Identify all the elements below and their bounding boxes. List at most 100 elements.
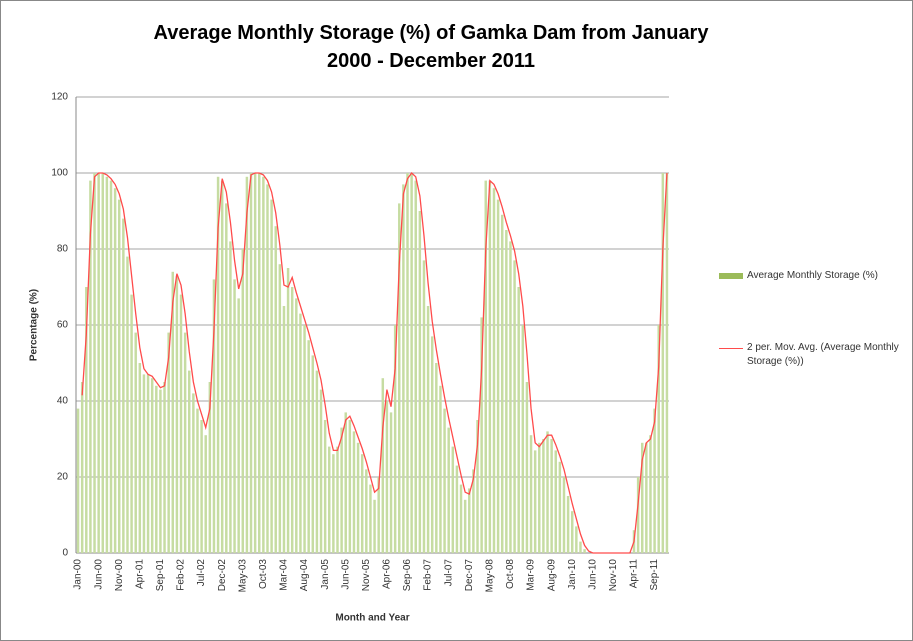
x-tick-label: May-08 [485, 559, 496, 593]
bar [426, 306, 430, 553]
bar [657, 325, 660, 553]
bar [570, 511, 574, 553]
bar [188, 370, 191, 553]
x-tick-label: Jan-10 [567, 559, 578, 590]
bar [418, 211, 422, 553]
x-tick-label: Nov-00 [114, 559, 125, 592]
bar [398, 203, 401, 553]
bar [130, 294, 133, 553]
bar [196, 408, 199, 553]
bar [278, 264, 282, 553]
x-tick-label: May-03 [237, 559, 248, 593]
bar [245, 176, 249, 554]
y-tick-label: 100 [51, 168, 68, 179]
bar [258, 173, 261, 553]
bar [307, 340, 310, 553]
bar [554, 450, 557, 553]
bar [517, 287, 520, 553]
bar [303, 325, 306, 553]
x-tick-label: Sep-11 [649, 559, 660, 591]
bar [583, 549, 586, 553]
bar [97, 173, 100, 553]
bar [488, 180, 492, 553]
bar [344, 412, 347, 553]
bar [295, 298, 298, 553]
bar [558, 461, 562, 553]
bar [365, 469, 368, 553]
x-tick-label: Nov-05 [361, 559, 372, 592]
legend-swatch [719, 273, 743, 279]
legend-label: 2 per. Mov. Avg. (Average Monthly Storag… [747, 342, 899, 367]
bar [328, 446, 331, 553]
bar [661, 173, 665, 553]
x-tick-label: Aug-09 [546, 559, 557, 592]
bar [455, 465, 459, 553]
bar [80, 382, 84, 553]
bar [85, 287, 88, 553]
bar [521, 325, 525, 553]
bar [150, 378, 154, 553]
x-tick-label: Oct-03 [258, 559, 269, 589]
bar [282, 306, 286, 553]
bar [533, 450, 537, 553]
bar [311, 355, 315, 553]
bar [389, 412, 393, 553]
bar [653, 408, 656, 553]
bar [410, 173, 413, 553]
legend-swatch [719, 348, 743, 349]
bar [505, 230, 508, 553]
x-tick-label: Jan-00 [73, 559, 84, 590]
x-tick-label: Sep-01 [155, 559, 166, 592]
bar [665, 173, 669, 553]
bar [253, 173, 257, 553]
bar [101, 173, 105, 553]
bar [118, 199, 121, 553]
bar [192, 393, 195, 553]
y-tick-label: 120 [51, 92, 68, 103]
bar [105, 176, 109, 554]
bar [575, 526, 578, 553]
bar [220, 180, 224, 553]
bar [422, 260, 426, 553]
bar [352, 431, 356, 553]
x-tick-label: Jan-05 [320, 559, 331, 590]
bar [645, 442, 648, 553]
bar [332, 454, 335, 553]
legend-entry: 2 per. Mov. Avg. (Average Monthly Storag… [719, 341, 899, 369]
x-tick-label: Jul-02 [196, 559, 207, 587]
y-tick-label: 60 [57, 320, 69, 331]
x-tick-label: Apr-06 [382, 559, 393, 589]
bar [538, 442, 541, 553]
bar [472, 469, 475, 553]
bar [163, 382, 166, 553]
x-tick-label: Jun-05 [340, 559, 351, 590]
bar [175, 275, 179, 553]
x-tick-label: Apr-01 [134, 559, 145, 589]
bar [369, 484, 372, 553]
bar [109, 180, 113, 553]
bar [636, 477, 640, 553]
bar [237, 298, 240, 553]
bar [89, 180, 92, 553]
bar [76, 408, 80, 553]
bar [233, 279, 236, 553]
bar [290, 287, 294, 553]
legend-label: Average Monthly Storage (%) [747, 270, 878, 281]
y-tick-label: 80 [57, 244, 69, 255]
bar [463, 499, 467, 553]
bar [402, 184, 405, 553]
bar [529, 435, 533, 553]
legend-entry: Average Monthly Storage (%) [719, 269, 899, 283]
bar [262, 176, 265, 554]
bar [212, 279, 216, 553]
bar [323, 420, 327, 553]
bar [649, 435, 652, 553]
x-tick-label: Feb-02 [176, 559, 187, 591]
bar [468, 488, 471, 553]
bar [579, 541, 582, 553]
bar [459, 484, 463, 553]
chart-title: Average Monthly Storage (%) of Gamka Dam… [153, 22, 709, 72]
bar [208, 382, 212, 553]
bar [126, 256, 129, 553]
x-axis-label: Month and Year [335, 613, 409, 624]
